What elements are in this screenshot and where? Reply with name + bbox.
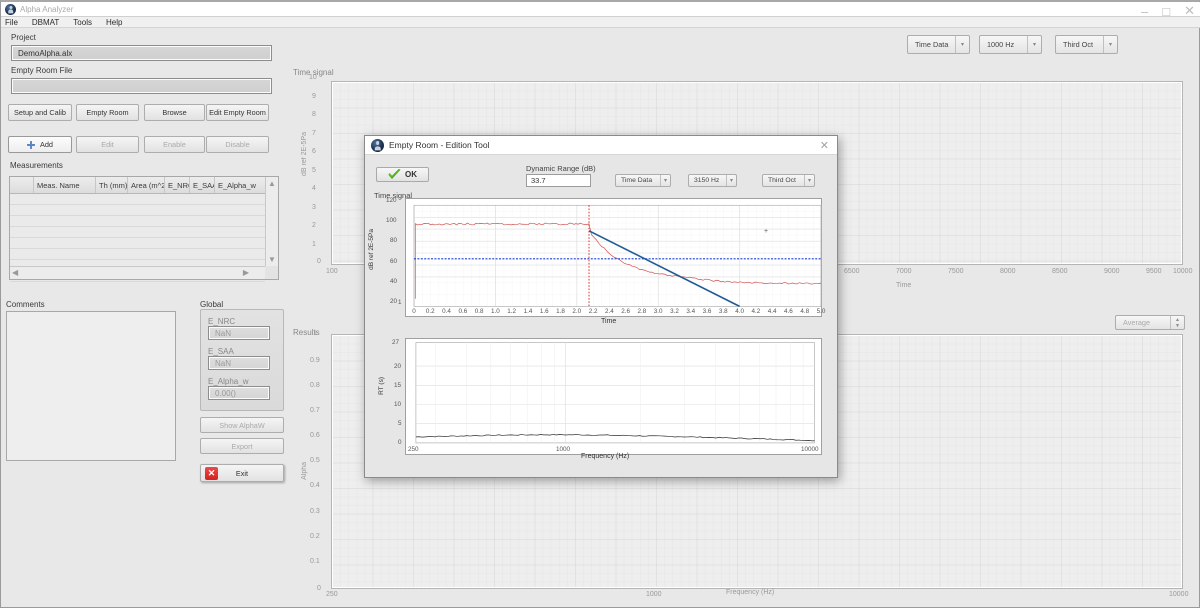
- svg-text:+: +: [764, 228, 768, 235]
